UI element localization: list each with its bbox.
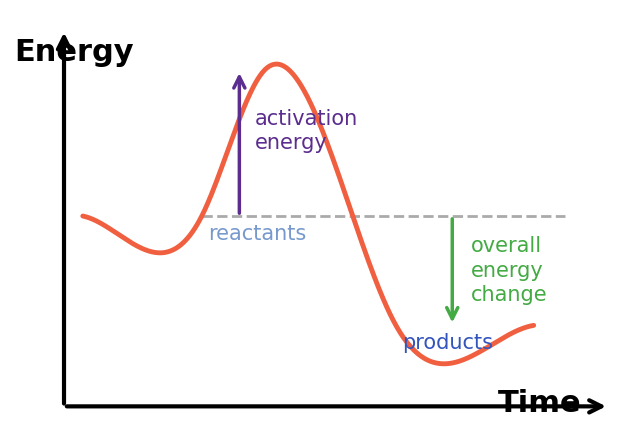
Text: overall
energy
change: overall energy change <box>471 236 548 306</box>
Text: Energy: Energy <box>14 38 133 67</box>
Text: activation
energy: activation energy <box>255 109 359 153</box>
Text: Time: Time <box>498 389 582 418</box>
Text: products: products <box>402 333 493 354</box>
Text: reactants: reactants <box>208 224 306 244</box>
